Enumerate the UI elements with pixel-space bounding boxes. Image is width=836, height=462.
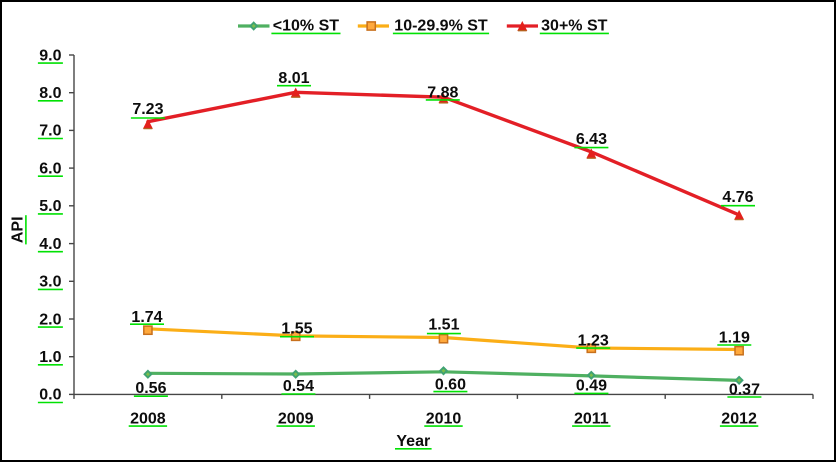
svg-text:2008: 2008	[130, 410, 166, 427]
svg-text:0.37: 0.37	[729, 382, 760, 399]
svg-text:1.0: 1.0	[39, 349, 61, 366]
svg-text:1.55: 1.55	[281, 321, 312, 338]
svg-text:4.76: 4.76	[722, 189, 753, 206]
svg-text:8.01: 8.01	[278, 70, 309, 87]
svg-text:2010: 2010	[426, 410, 462, 427]
svg-text:0.0: 0.0	[39, 387, 61, 404]
svg-text:2009: 2009	[278, 410, 314, 427]
svg-text:0.54: 0.54	[283, 378, 314, 395]
svg-text:0.56: 0.56	[135, 380, 166, 397]
svg-text:0.49: 0.49	[576, 378, 607, 395]
svg-text:1.23: 1.23	[578, 332, 609, 349]
svg-text:1.74: 1.74	[131, 309, 162, 326]
svg-text:7.88: 7.88	[427, 85, 458, 102]
svg-text:30+% ST: 30+% ST	[541, 18, 607, 35]
svg-text:Year: Year	[396, 433, 430, 450]
svg-text:<10% ST: <10% ST	[273, 18, 339, 35]
svg-text:7.0: 7.0	[39, 123, 61, 140]
svg-text:2011: 2011	[574, 410, 609, 427]
svg-text:9.0: 9.0	[39, 47, 61, 64]
svg-text:API: API	[10, 216, 27, 243]
svg-text:2012: 2012	[721, 410, 757, 427]
svg-text:3.0: 3.0	[39, 274, 61, 291]
svg-text:2.0: 2.0	[39, 311, 61, 328]
svg-text:0.60: 0.60	[435, 377, 466, 394]
svg-text:7.23: 7.23	[132, 101, 163, 118]
svg-text:1.19: 1.19	[719, 330, 750, 347]
svg-text:1.51: 1.51	[428, 317, 459, 334]
svg-text:6.0: 6.0	[39, 160, 61, 177]
svg-text:5.0: 5.0	[39, 198, 61, 215]
svg-text:6.43: 6.43	[576, 131, 607, 148]
svg-text:4.0: 4.0	[39, 236, 61, 253]
svg-text:10-29.9% ST: 10-29.9% ST	[394, 18, 488, 35]
svg-text:8.0: 8.0	[39, 85, 61, 102]
